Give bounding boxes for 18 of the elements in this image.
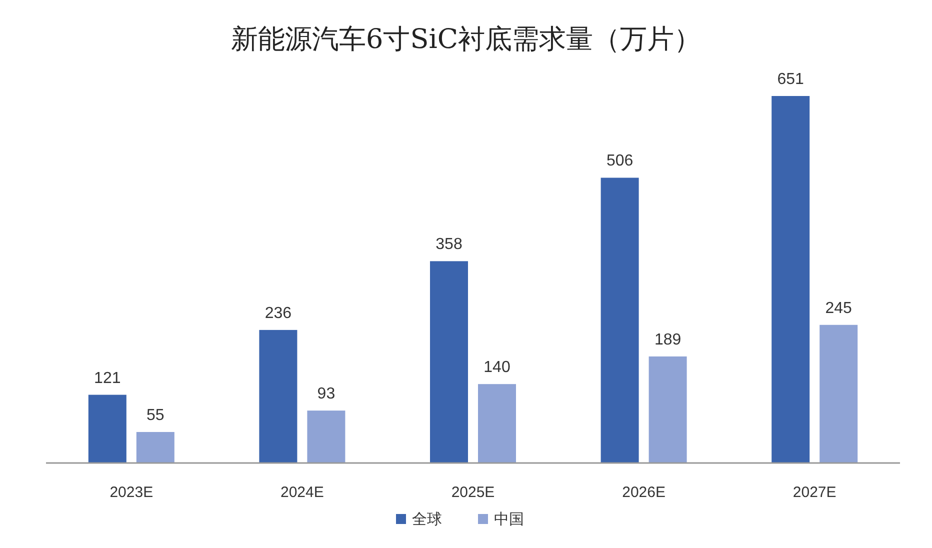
data-label: 55 [146,406,164,424]
data-label: 93 [317,386,336,403]
data-label: 140 [484,359,510,376]
legend-label: 中国 [494,510,524,528]
x-tick-label: 2023E [110,484,154,501]
x-tick-label: 2026E [622,484,666,501]
x-tick-label: 2024E [280,484,324,501]
data-label: 245 [825,300,852,317]
x-tick-label: 2025E [451,484,495,501]
title: 新能源汽车6寸SiC衬底需求量（万片） [231,24,701,55]
data-label: 358 [436,236,462,254]
data-label: 506 [606,152,634,170]
data-label: 189 [654,331,682,348]
x-tick-label: 2027E [792,484,836,501]
data-label: 651 [777,71,804,88]
legend-label: 全球 [412,510,442,528]
data-label: 236 [264,304,292,322]
data-label: 121 [94,370,121,387]
